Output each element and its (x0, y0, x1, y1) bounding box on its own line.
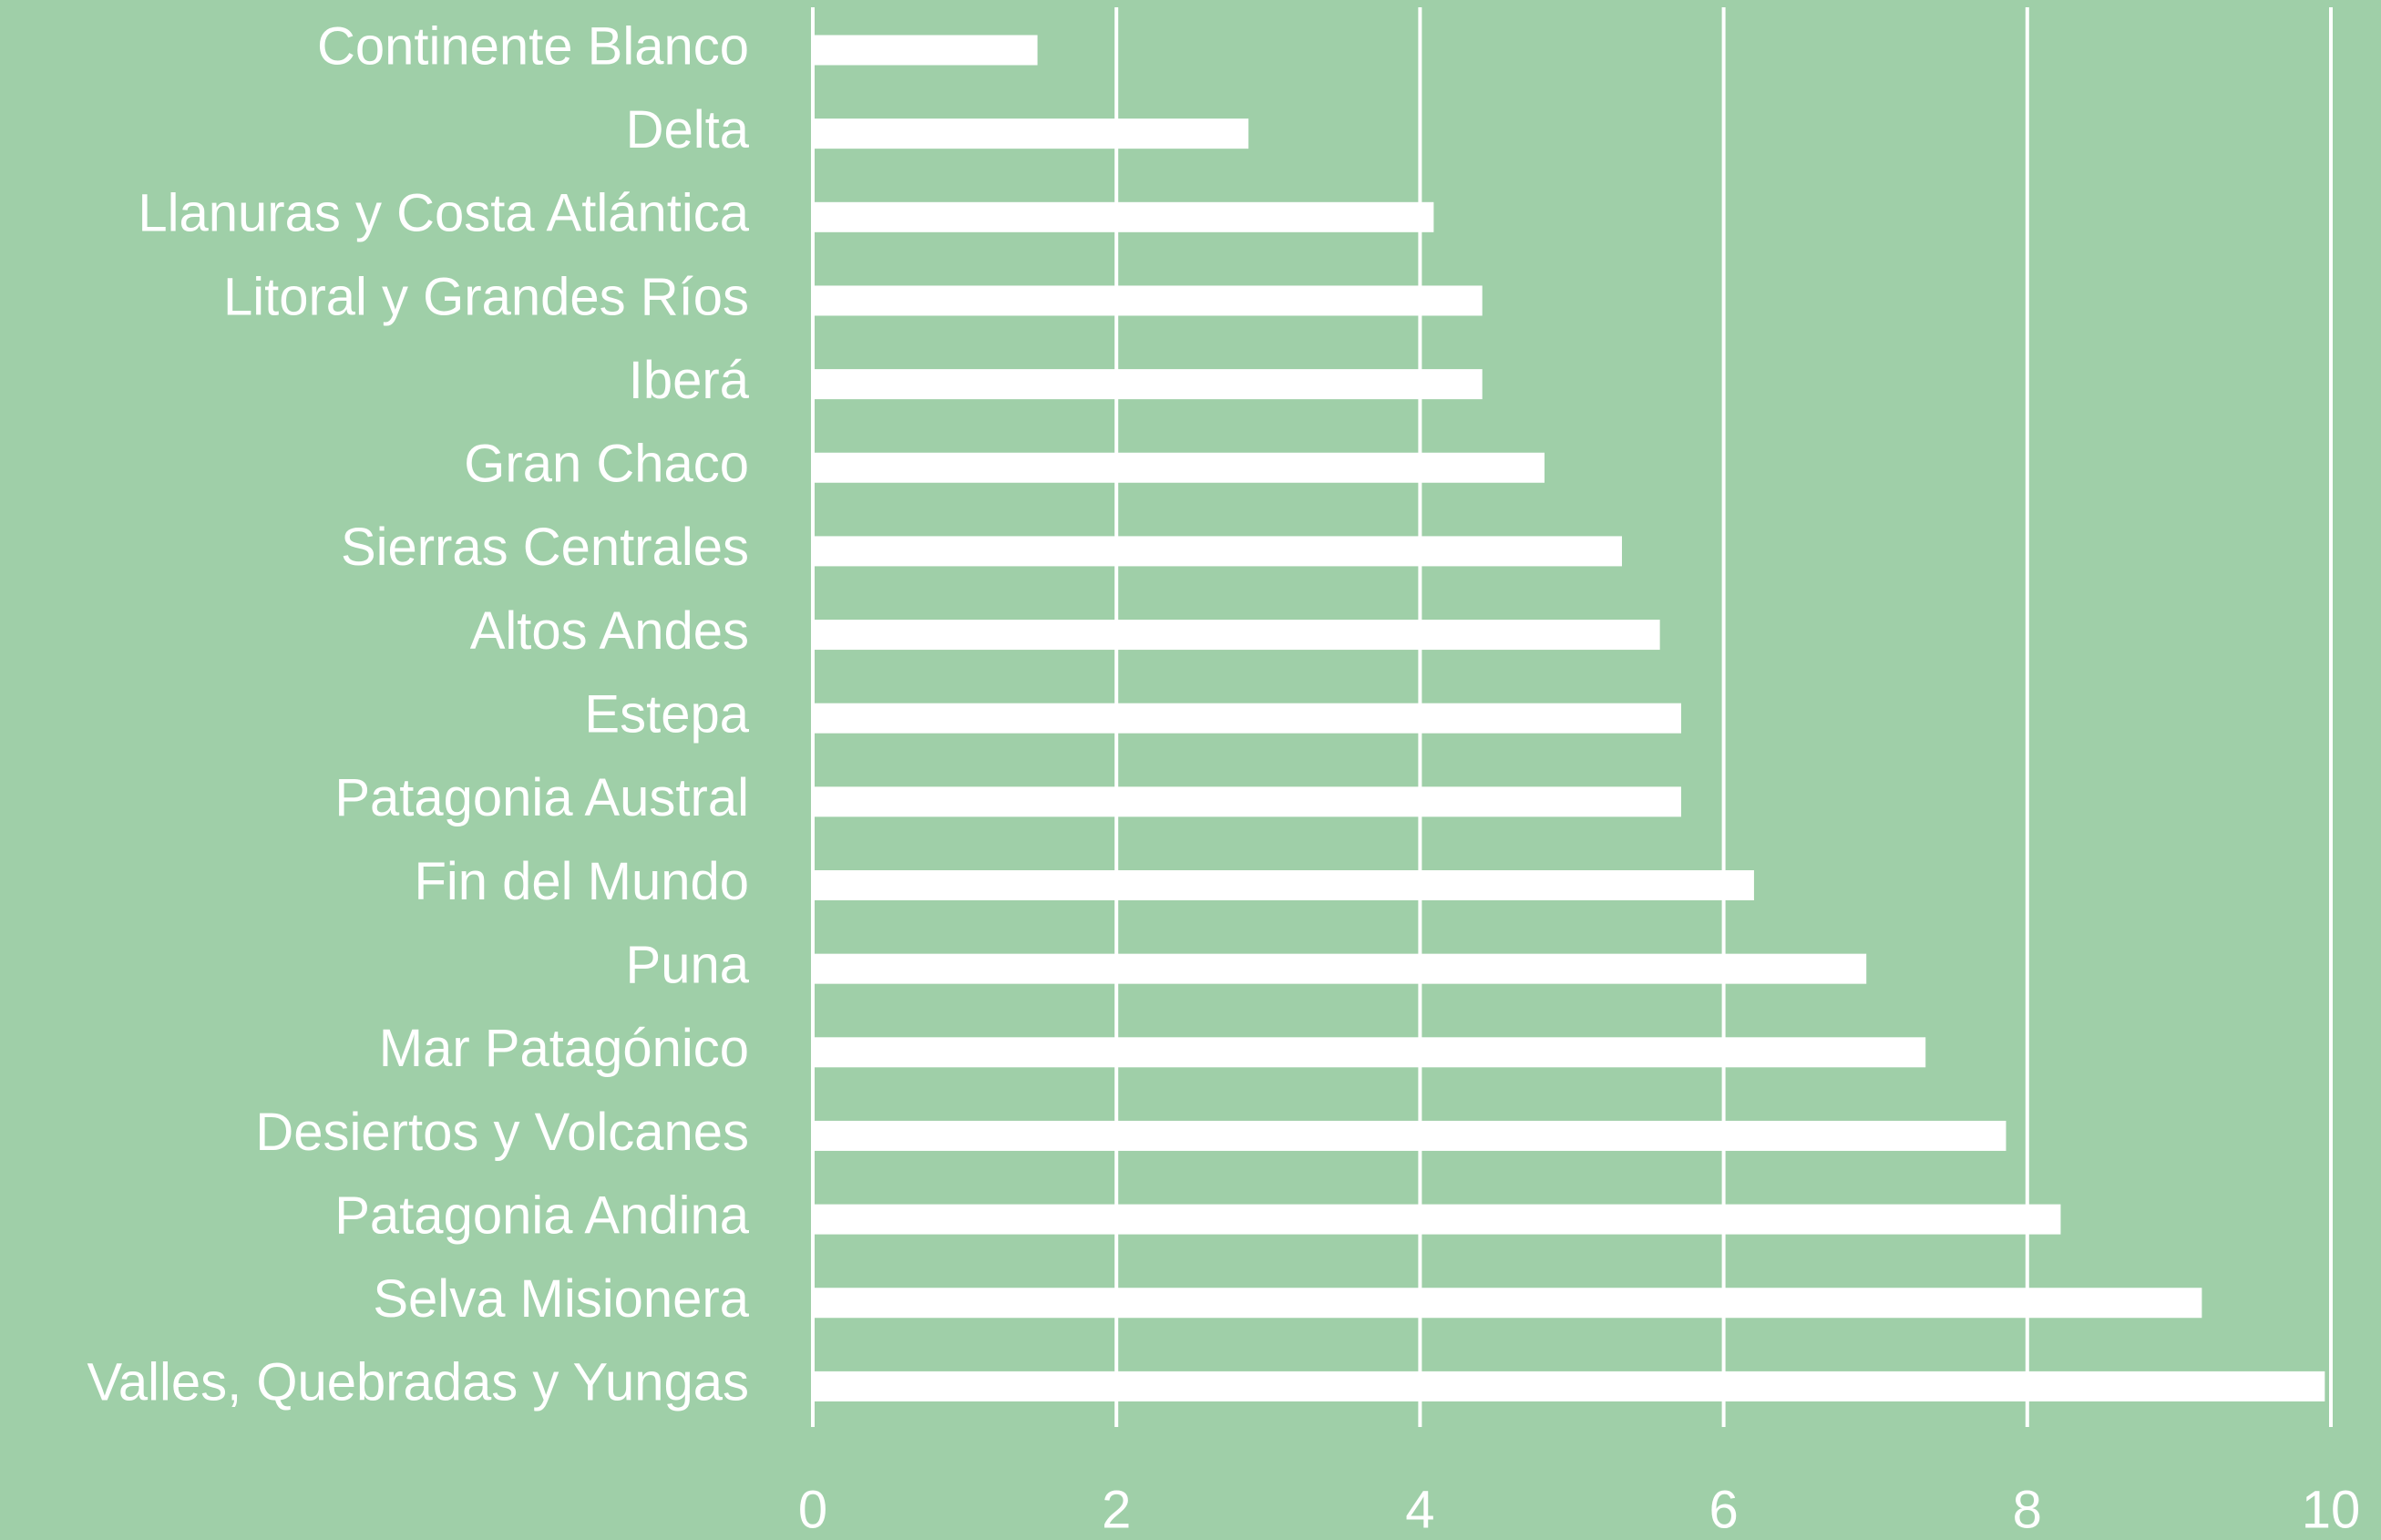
y-tick-label: Llanuras y Costa Atlántica (138, 184, 749, 243)
y-tick-label: Selva Misionera (373, 1269, 749, 1329)
bar (813, 452, 1545, 483)
y-tick-label: Fin del Mundo (414, 852, 749, 911)
bar (813, 786, 1681, 817)
x-tick-label: 4 (1405, 1480, 1434, 1539)
x-tick-label: 6 (1709, 1480, 1738, 1539)
bar (813, 285, 1483, 316)
y-tick-label: Altos Andes (470, 601, 749, 661)
y-tick-label: Iberá (629, 351, 750, 410)
y-tick-label: Delta (626, 100, 750, 159)
y-tick-label: Desiertos y Volcanes (255, 1103, 749, 1162)
bar (813, 118, 1249, 149)
bar (813, 536, 1622, 567)
bar (813, 1288, 2202, 1319)
y-tick-label: Estepa (584, 685, 749, 744)
bar (813, 953, 1867, 984)
bar (813, 870, 1754, 900)
bar (813, 201, 1434, 232)
y-tick-label: Puna (626, 935, 750, 994)
bar (813, 703, 1681, 734)
bar (813, 35, 1038, 66)
y-tick-label: Mar Patagónico (379, 1019, 749, 1078)
y-tick-label: Gran Chaco (464, 435, 749, 494)
y-tick-label: Sierras Centrales (341, 518, 749, 577)
bar (813, 369, 1483, 400)
x-tick-label: 2 (1102, 1480, 1131, 1539)
x-tick-label: 0 (798, 1480, 827, 1539)
x-tick-label: 10 (2302, 1480, 2361, 1539)
x-tick-label: 8 (2013, 1480, 2042, 1539)
bar (813, 1120, 2006, 1151)
y-tick-label: Patagonia Andina (334, 1186, 749, 1245)
y-tick-label: Continente Blanco (317, 16, 749, 76)
bar (813, 1371, 2325, 1401)
bar (813, 1204, 2061, 1235)
y-tick-label: Patagonia Austral (334, 768, 749, 827)
bar (813, 620, 1660, 651)
bar (813, 1037, 1926, 1068)
y-tick-label: Litoral y Grandes Ríos (223, 267, 749, 326)
y-tick-label: Valles, Quebradas y Yungas (87, 1353, 749, 1412)
